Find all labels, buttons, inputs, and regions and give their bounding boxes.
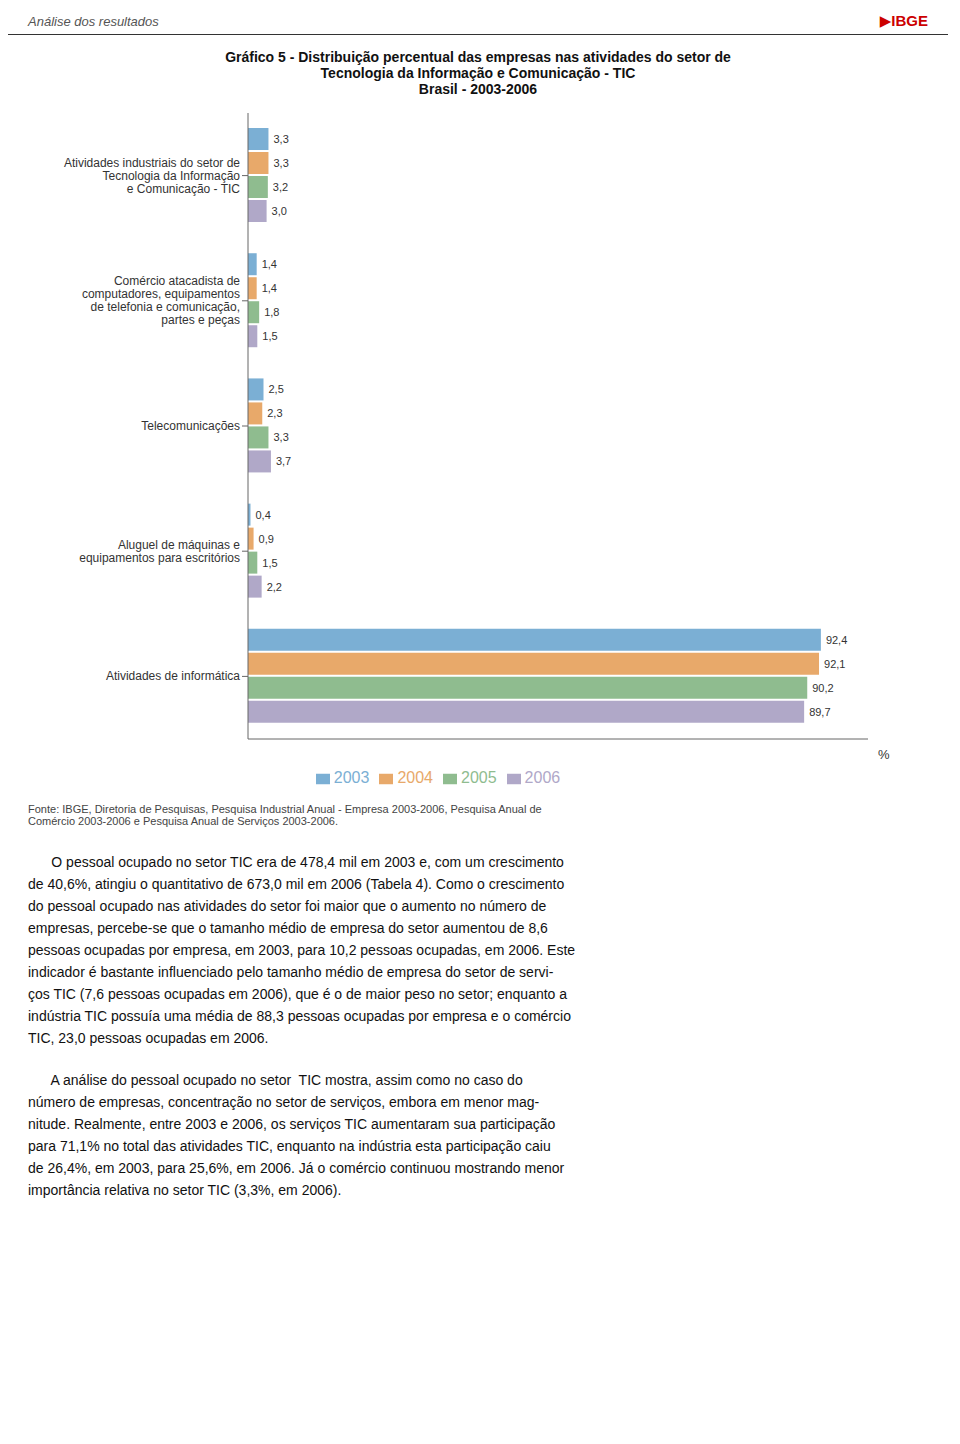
html-text:do pessoal ocupado nas ativida: do pessoal ocupado nas atividades do set… [28,898,547,914]
svg-text:0,4: 0,4 [255,509,270,521]
html-text:de 26,4%, em 2003, para 25,6%,: de 26,4%, em 2003, para 25,6%, em 2006. … [28,1160,565,1176]
svg-text:3,7: 3,7 [276,455,291,467]
html-text:A análise do pessoal ocupado n: A análise do pessoal ocupado no setor TI… [28,1072,523,1088]
html-text:de 40,6%, atingiu o quantitati: de 40,6%, atingiu o quantitativo de 673,… [28,876,565,892]
html-text:2005: 2005 [461,769,497,786]
html-text:▶IBGE: ▶IBGE [879,12,928,29]
svg-text:%: % [878,747,890,762]
svg-text:92,4: 92,4 [826,634,847,646]
svg-text:3,3: 3,3 [273,431,288,443]
svg-text:Telecomunicações: Telecomunicações [141,419,240,433]
svg-text:1,4: 1,4 [262,258,277,270]
svg-text:Atividades industriais do seto: Atividades industriais do setor deTecnol… [64,156,240,196]
html-text:pessoas ocupadas por empresa,: pessoas ocupadas por empresa, em 2003, p… [28,942,576,958]
svg-text:Atividades de informática: Atividades de informática [106,669,240,683]
html-text:ços TIC (7,6 pessoas ocupadas: ços TIC (7,6 pessoas ocupadas em 2006), … [28,986,568,1002]
svg-text:Comércio atacadista decomputad: Comércio atacadista decomputadores, equi… [82,274,240,327]
svg-text:Aluguel de máquinas eequipamen: Aluguel de máquinas eequipamentos para e… [79,538,240,565]
html-text:para 71,1% no total das ativid: para 71,1% no total das atividades TIC, … [28,1138,551,1154]
html-text:2004: 2004 [397,769,433,786]
html-text:Análise dos resultados: Análise dos resultados [28,13,159,29]
html-text:empresas, percebe-se que o tam: empresas, percebe-se que o tamanho médio… [28,920,548,936]
svg-text:3,0: 3,0 [272,205,287,217]
html-text:indicador é bastante influenci: indicador é bastante influenciado pelo t… [28,964,554,980]
svg-text:92,1: 92,1 [824,658,845,670]
svg-text:3,3: 3,3 [273,133,288,145]
svg-text:2,3: 2,3 [267,407,282,419]
svg-text:90,2: 90,2 [812,682,833,694]
html-text:indústria TIC possuía uma médi: indústria TIC possuía uma média de 88,3 … [28,1008,571,1024]
svg-text:1,5: 1,5 [262,330,277,342]
html-text:Tecnologia da Informação e Com: Tecnologia da Informação e Comunicação -… [320,65,636,81]
svg-text:1,8: 1,8 [264,306,279,318]
svg-text:0,9: 0,9 [259,533,274,545]
html-text:TIC, 23,0 pessoas ocupadas em: TIC, 23,0 pessoas ocupadas em 2006. [28,1030,269,1046]
html-text:Gráfico 5 - Distribuição perce: Gráfico 5 - Distribuição percentual das … [225,49,731,65]
html-text:número de empresas, concentraç: número de empresas, concentração no seto… [28,1094,540,1110]
svg-text:1,5: 1,5 [262,557,277,569]
html-text:importância relativa no setor: importância relativa no setor TIC (3,3%,… [28,1182,342,1198]
html-text:2003: 2003 [333,769,370,786]
svg-text:3,3: 3,3 [273,157,288,169]
svg-text:1,4: 1,4 [262,282,277,294]
html-text:O pessoal ocupado no setor TIC: O pessoal ocupado no setor TIC era de 47… [28,854,564,870]
html-text:nitude. Realmente, entre 2003: nitude. Realmente, entre 2003 e 2006, os… [28,1116,556,1132]
svg-text:2,5: 2,5 [269,383,284,395]
html-text:2006: 2006 [524,769,561,786]
svg-text:3,2: 3,2 [273,181,288,193]
html-text:Brasil - 2003-2006: Brasil - 2003-2006 [418,81,538,97]
svg-text:89,7: 89,7 [809,706,830,718]
html-text:Fonte: IBGE, Diretoria de Pesq: Fonte: IBGE, Diretoria de Pesquisas, Pes… [28,803,542,827]
svg-text:2,2: 2,2 [267,581,282,593]
